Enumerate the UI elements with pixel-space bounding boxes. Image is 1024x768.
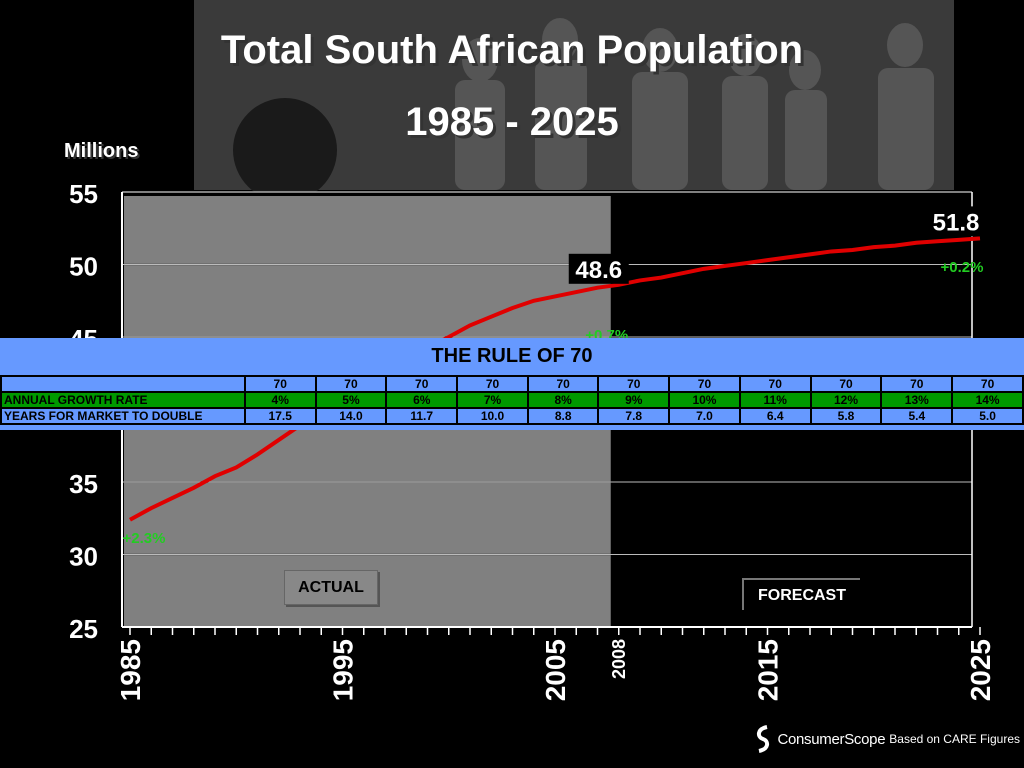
x-tick-label: 1995 bbox=[328, 639, 359, 701]
rule-cell: 7% bbox=[456, 391, 529, 409]
rule-cell: 11% bbox=[738, 391, 812, 409]
rule-cell: 8% bbox=[526, 391, 600, 409]
rule-cell: 4% bbox=[243, 391, 317, 409]
rule-table-row: 70 70 70 70 70 70 70 70 70 70 70 bbox=[0, 375, 1024, 393]
rule-cell: 70 bbox=[668, 375, 741, 393]
footer: ConsumerScope Based on CARE Figures bbox=[753, 724, 1020, 754]
rule-of-70-title: THE RULE OF 70 bbox=[431, 345, 593, 367]
rule-cell: 17.5 bbox=[243, 407, 317, 425]
rule-cell: 70 bbox=[597, 375, 671, 393]
y-tick-label: 55 bbox=[69, 179, 98, 209]
rule-cell: 11.7 bbox=[385, 407, 459, 425]
value-label: 51.8 bbox=[933, 209, 980, 236]
value-label: 48.6 bbox=[575, 257, 622, 284]
rule-of-70-table: 70 70 70 70 70 70 70 70 70 70 70 ANNUAL GROWTH RATE… bbox=[0, 375, 1024, 425]
x-tick-label: 2005 bbox=[540, 639, 571, 701]
rule-row-label: YEARS FOR MARKET TO DOUBLE bbox=[0, 407, 246, 425]
rule-cell: 70 bbox=[809, 375, 883, 393]
x-tick-label: 2015 bbox=[753, 639, 784, 701]
rule-cell: 7.8 bbox=[597, 407, 671, 425]
rule-cell: 13% bbox=[880, 391, 954, 409]
rule-cell: 5% bbox=[314, 391, 388, 409]
value-label-box bbox=[568, 253, 629, 284]
rule-row-label: ANNUAL GROWTH RATE bbox=[0, 391, 246, 409]
rule-cell: 70 bbox=[738, 375, 812, 393]
rule-cell: 10.0 bbox=[456, 407, 529, 425]
rule-cell: 70 bbox=[456, 375, 529, 393]
x-tick-label: 2008 bbox=[609, 639, 629, 679]
brand-name: ConsumerScope bbox=[777, 730, 886, 748]
rule-cell: 7.0 bbox=[668, 407, 741, 425]
population-line bbox=[129, 236, 981, 522]
actual-label: ACTUAL bbox=[284, 570, 378, 605]
rule-cell: 6.4 bbox=[738, 407, 812, 425]
growth-rate-label: +0.2% bbox=[941, 259, 984, 276]
y-tick-label: 50 bbox=[69, 252, 98, 282]
chart-subtitle: 1985 - 2025 bbox=[405, 100, 619, 144]
rule-cell: 70 bbox=[314, 375, 388, 393]
y-tick-label: 25 bbox=[69, 614, 98, 644]
rule-cell: 5.8 bbox=[809, 407, 883, 425]
rule-cell: 5.0 bbox=[951, 407, 1024, 425]
value-label-box bbox=[926, 206, 986, 237]
chart-title: Total South African Population bbox=[220, 28, 804, 72]
x-tick-label: 2025 bbox=[965, 639, 996, 701]
y-tick-label: 30 bbox=[69, 542, 98, 572]
rule-cell: 12% bbox=[809, 391, 883, 409]
rule-cell: 70 bbox=[951, 375, 1024, 393]
rule-cell: 8.8 bbox=[526, 407, 600, 425]
rule-cell: 70 bbox=[385, 375, 459, 393]
rule-cell: 14.0 bbox=[314, 407, 388, 425]
rule-cell: 6% bbox=[385, 391, 459, 409]
y-axis-label: Millions bbox=[64, 140, 139, 162]
y-tick-label: 35 bbox=[69, 469, 98, 499]
rule-row-label bbox=[0, 375, 246, 393]
consumerscope-logo-icon bbox=[757, 725, 770, 753]
rule-cell: 70 bbox=[526, 375, 600, 393]
rule-table-row: ANNUAL GROWTH RATE 4% 5% 6% 7% 8% 9% 10% 11% 12% 1… bbox=[0, 391, 1024, 409]
rule-table-row: YEARS FOR MARKET TO DOUBLE 17.5 14.0 11.7 10… bbox=[0, 407, 1024, 425]
forecast-label: FORECAST bbox=[742, 578, 860, 610]
x-tick-label: 1985 bbox=[115, 639, 146, 701]
growth-rate-label: +2.3% bbox=[123, 530, 166, 547]
rule-cell: 70 bbox=[880, 375, 954, 393]
rule-cell: 5.4 bbox=[880, 407, 954, 425]
rule-cell: 9% bbox=[597, 391, 671, 409]
rule-cell: 10% bbox=[668, 391, 741, 409]
rule-cell: 70 bbox=[243, 375, 317, 393]
rule-cell: 14% bbox=[951, 391, 1024, 409]
source-note: Based on CARE Figures bbox=[889, 732, 1020, 746]
